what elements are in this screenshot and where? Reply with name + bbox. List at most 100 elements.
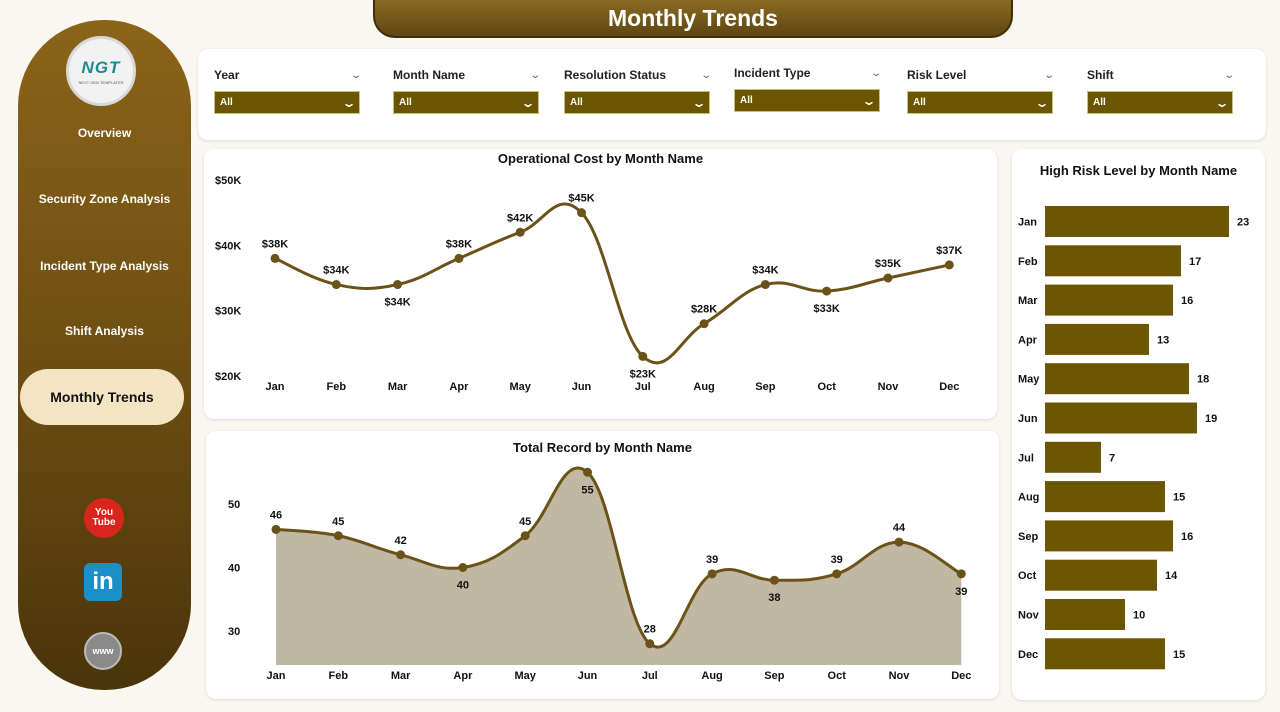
chevron-down-icon: ⌄ [861, 93, 877, 108]
chevron-down-icon[interactable]: ⌄ [1042, 69, 1055, 81]
filter-resolution-value: All [570, 97, 583, 108]
bar-value-label: 16 [1181, 531, 1193, 543]
data-label: 38 [768, 592, 780, 604]
bar [1045, 206, 1229, 237]
chevron-down-icon[interactable]: ⌄ [349, 69, 362, 81]
data-point [638, 351, 648, 361]
nav-security-zone-analysis[interactable]: Security Zone Analysis [38, 192, 171, 206]
y-category-label: May [1018, 374, 1040, 386]
y-tick-label: $30K [215, 306, 241, 318]
x-tick-label: Nov [889, 670, 911, 682]
data-point [270, 253, 280, 263]
high-risk-chart: Jan 23 Feb 17 Mar 16 Apr 13 May 18 Jun 19 Jul 7 Aug 15 S… [1018, 206, 1249, 670]
x-tick-label: Jul [635, 381, 651, 393]
data-label: $45K [568, 193, 594, 205]
filter-risk-value: All [913, 97, 926, 108]
x-tick-label: Jan [267, 670, 286, 682]
data-point [515, 227, 525, 237]
filter-risk-label: Risk Level [907, 68, 967, 82]
nav-incident-type-analysis[interactable]: Incident Type Analysis [40, 259, 169, 273]
chevron-down-icon: ⌄ [520, 95, 536, 110]
filter-resolution-status: Resolution Status ⌄ All ⌄ [564, 67, 712, 114]
high-risk-card: High Risk Level by Month Name Jan 23 Feb 17… [1012, 149, 1265, 700]
data-label: 39 [831, 554, 843, 566]
data-label: $33K [814, 303, 840, 315]
x-tick-label: Aug [693, 381, 714, 393]
data-point [331, 280, 341, 290]
filter-year-label: Year [214, 68, 240, 82]
x-tick-label: May [514, 670, 536, 682]
nav-monthly-trends[interactable]: Monthly Trends [20, 369, 184, 425]
filter-shift-select[interactable]: All ⌄ [1087, 91, 1233, 114]
filter-shift-label: Shift [1087, 68, 1114, 82]
chevron-down-icon: ⌄ [1214, 95, 1230, 110]
nav-shift-analysis[interactable]: Shift Analysis [65, 324, 144, 338]
data-point [333, 531, 343, 541]
record-area-fill [276, 467, 962, 665]
chevron-down-icon[interactable]: ⌄ [1222, 69, 1235, 81]
total-record-card: Total Record by Month Name 50 40 30 46 Jan 45… [206, 431, 999, 699]
data-point [458, 563, 468, 572]
filters-panel: Year ⌄ All ⌄ Month Name ⌄ All ⌄ Resolution S… [198, 49, 1266, 140]
filter-incident-type: Incident Type ⌄ All ⌄ [734, 65, 882, 112]
high-risk-title: High Risk Level by Month Name [1039, 163, 1238, 178]
globe-icon-text: www [92, 646, 114, 656]
x-tick-label: Sep [755, 381, 775, 393]
x-tick-label: Mar [391, 670, 411, 682]
filter-resolution-select[interactable]: All ⌄ [564, 91, 710, 114]
y-tick-label: 50 [228, 499, 240, 511]
data-label: $42K [507, 212, 533, 224]
bar-value-label: 7 [1109, 452, 1115, 464]
data-label: 42 [394, 535, 406, 547]
y-category-label: Sep [1018, 531, 1038, 543]
filter-risk-level: Risk Level ⌄ All ⌄ [907, 67, 1055, 114]
bar [1045, 520, 1173, 552]
data-label: $28K [691, 304, 717, 316]
filter-year-value: All [220, 97, 233, 108]
y-category-label: Mar [1018, 295, 1038, 307]
y-category-label: Feb [1018, 256, 1038, 268]
nav-overview[interactable]: Overview [77, 126, 132, 140]
chevron-down-icon[interactable]: ⌄ [869, 67, 882, 79]
x-tick-label: Sep [764, 670, 784, 682]
globe-icon[interactable]: www [84, 632, 122, 670]
bar [1045, 323, 1149, 355]
chevron-down-icon[interactable]: ⌄ [528, 69, 541, 81]
data-label: 45 [332, 516, 344, 528]
x-tick-label: Apr [449, 381, 469, 393]
x-tick-label: Dec [951, 670, 971, 682]
filter-month-select[interactable]: All ⌄ [393, 91, 539, 114]
linkedin-icon[interactable]: in [84, 563, 122, 601]
data-label: 45 [519, 516, 531, 528]
y-tick-label: 30 [228, 626, 240, 638]
data-point [707, 569, 717, 579]
bar-value-label: 23 [1237, 217, 1249, 229]
data-label: $23K [630, 368, 656, 380]
sidebar: NGT NEXT GEN TEMPLATES Overview Security… [18, 20, 191, 690]
data-point [956, 569, 966, 579]
data-point [769, 575, 779, 585]
filter-risk-select[interactable]: All ⌄ [907, 91, 1053, 114]
operational-cost-chart: $50K $40K $30K $20K $38K Jan $34K Feb $34K Mar $38… [215, 175, 963, 393]
x-tick-label: Nov [878, 381, 900, 393]
data-label: 46 [270, 509, 282, 521]
filter-shift-value: All [1093, 97, 1106, 108]
youtube-icon-top: You [94, 507, 114, 518]
linkedin-icon-text: in [92, 568, 114, 595]
logo-text: NGT [81, 57, 121, 77]
data-point [583, 467, 592, 477]
filter-year-select[interactable]: All ⌄ [214, 91, 360, 114]
filter-incident-select[interactable]: All ⌄ [734, 89, 880, 112]
filter-month-name: Month Name ⌄ All ⌄ [393, 67, 541, 114]
bar [1045, 599, 1125, 630]
y-category-label: Apr [1018, 334, 1038, 346]
filter-month-label: Month Name [393, 68, 465, 82]
bar [1045, 245, 1181, 277]
bar-value-label: 14 [1165, 570, 1178, 582]
x-tick-label: Jan [266, 381, 285, 393]
page-title: Monthly Trends [608, 4, 778, 31]
data-point [396, 550, 406, 560]
youtube-icon[interactable]: You Tube [84, 498, 124, 538]
x-tick-label: Jul [642, 670, 658, 682]
chevron-down-icon[interactable]: ⌄ [699, 69, 712, 81]
